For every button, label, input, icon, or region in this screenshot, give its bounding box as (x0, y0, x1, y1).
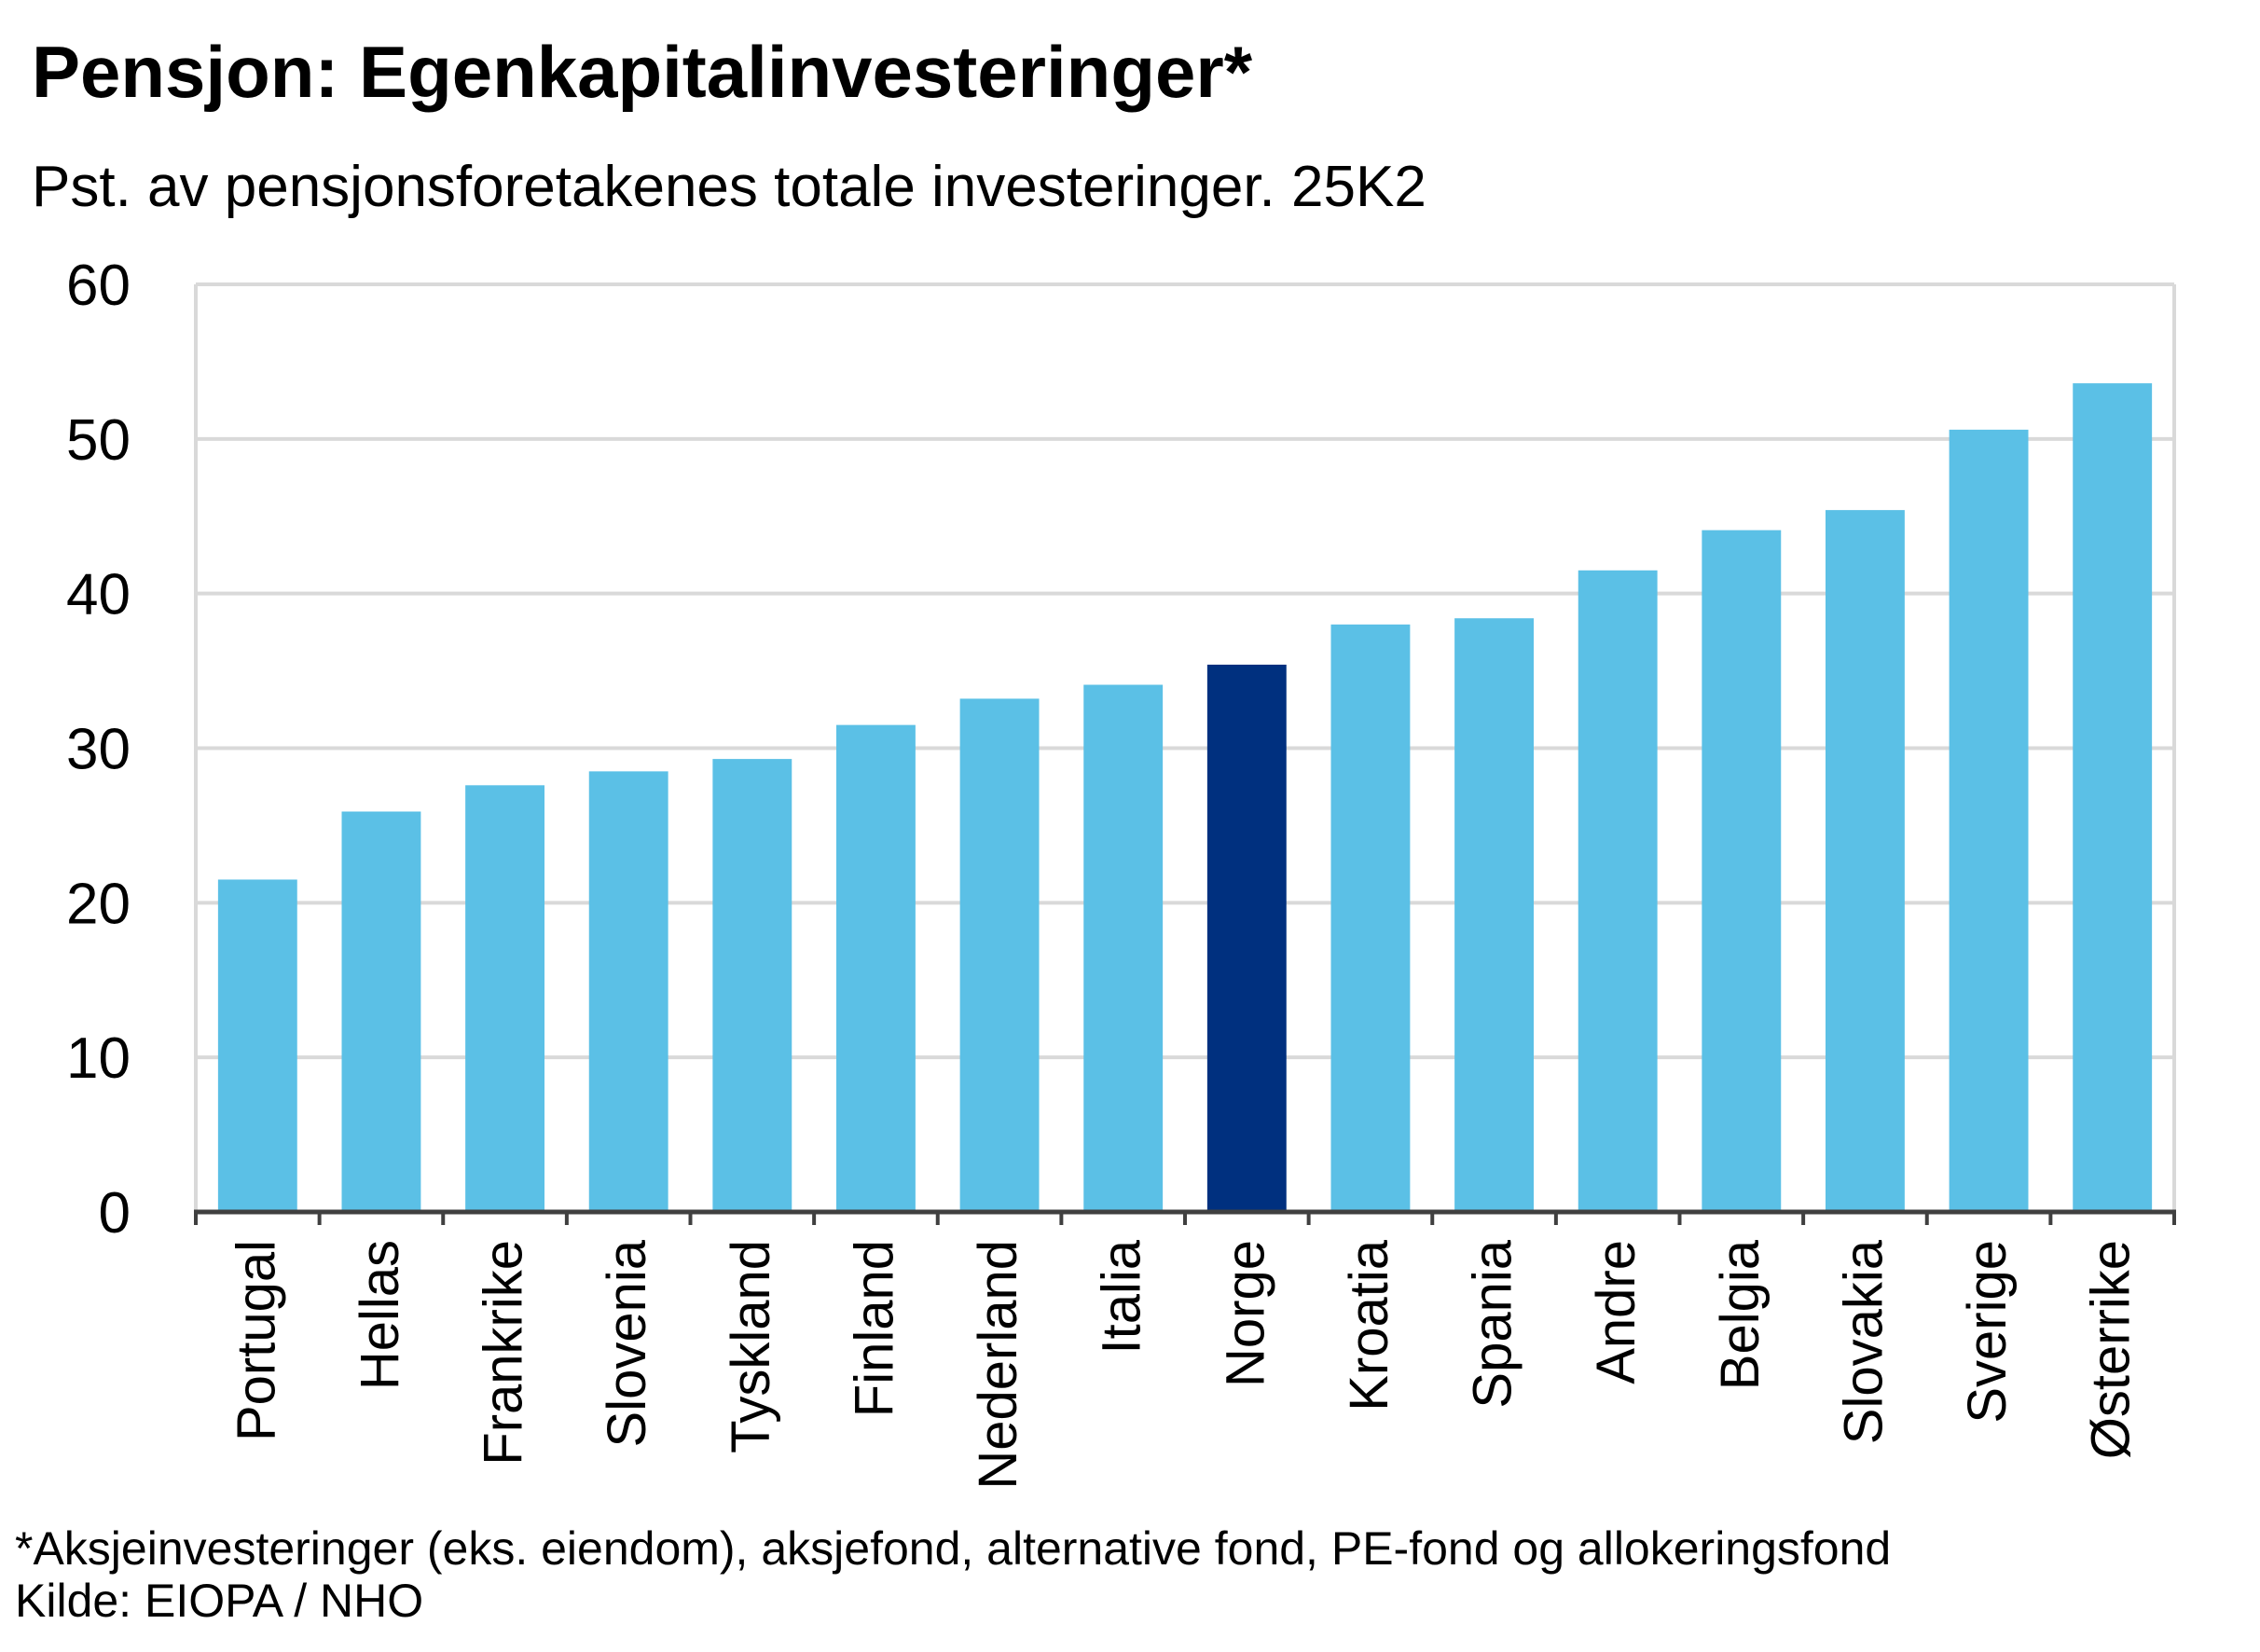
bar-5 (835, 724, 916, 1212)
footnote-block: *Aksjeinvesteringer (eks. eiendom), aksj… (15, 1522, 1891, 1627)
bar-14 (1949, 429, 2029, 1213)
y-tick-label: 40 (66, 563, 131, 627)
chart-title: Pensjon: Egenkapitalinvesteringer* (32, 31, 1253, 113)
x-tick-label-14: Sverige (1957, 1240, 2018, 1424)
y-tick-label: 0 (99, 1181, 131, 1246)
bar-0 (217, 879, 297, 1212)
y-tick-label: 10 (66, 1026, 131, 1091)
bar-2 (465, 785, 545, 1212)
source-note: Kilde: EIOPA / NHO (15, 1575, 424, 1627)
bar-7 (1083, 684, 1164, 1212)
x-tick-label-7: Italia (1092, 1239, 1152, 1354)
bar-1 (341, 811, 421, 1212)
bar-15 (2073, 383, 2153, 1213)
x-tick-label-1: Hellas (350, 1240, 410, 1390)
y-tick-label: 20 (66, 872, 131, 936)
bar-6 (959, 698, 1040, 1212)
bar-9 (1330, 624, 1411, 1212)
x-axis (194, 1209, 2176, 1225)
chart-subtitle: Pst. av pensjonsforetakenes totale inves… (32, 155, 1426, 219)
x-tick-label-10: Spania (1463, 1239, 1523, 1408)
x-tick-label-13: Slovakia (1833, 1239, 1894, 1444)
x-tick-label-12: Belgia (1710, 1239, 1771, 1390)
bar-4 (712, 759, 792, 1212)
x-tick-label-9: Kroatia (1339, 1239, 1399, 1411)
x-tick-label-8: Norge (1215, 1240, 1275, 1387)
x-tick-label-3: Slovenia (597, 1239, 657, 1447)
x-tick-label-4: Tyskland (721, 1240, 781, 1453)
x-tick-label-11: Andre (1586, 1240, 1647, 1384)
x-tick-label-2: Frankrike (474, 1240, 534, 1466)
bar-8 (1206, 664, 1287, 1212)
y-tick-label: 50 (66, 408, 131, 473)
y-tick-label: 60 (66, 254, 131, 318)
x-tick-label-0: Portugal (226, 1240, 286, 1441)
y-tick-label: 30 (66, 718, 131, 782)
x-axis-labels: Portugal Hellas Frankrike Slovenia Tyskland F… (226, 1239, 2141, 1489)
bar-13 (1825, 510, 1905, 1212)
x-tick-label-6: Nederland (968, 1240, 1028, 1490)
bar-3 (588, 771, 668, 1212)
x-tick-label-15: Østerrike (2081, 1240, 2142, 1459)
y-axis-ticks: 0 10 20 30 40 50 60 (66, 254, 131, 1246)
bars (217, 383, 2153, 1213)
bar-12 (1702, 530, 1782, 1212)
footnote: *Aksjeinvesteringer (eks. eiendom), aksj… (15, 1522, 1892, 1575)
bar-10 (1454, 618, 1535, 1212)
x-tick-label-5: Finland (844, 1240, 904, 1417)
bar-11 (1578, 570, 1658, 1212)
